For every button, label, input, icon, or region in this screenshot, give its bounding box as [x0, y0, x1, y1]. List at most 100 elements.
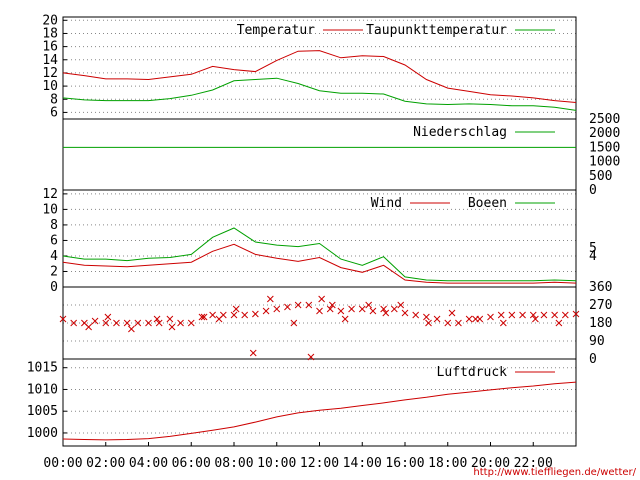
- x-mark-stroke: [198, 313, 206, 321]
- x-mark-stroke: [423, 313, 430, 321]
- x-mark-stroke: [519, 311, 526, 319]
- temp-series-0-line: [62, 50, 577, 103]
- x-mark-stroke: [382, 309, 390, 317]
- x-mark-stroke: [249, 349, 257, 357]
- x-mark-stroke: [305, 301, 313, 309]
- x-mark-stroke: [328, 301, 336, 309]
- x-mark-stroke: [555, 319, 563, 327]
- legend-label: Boeen: [468, 196, 507, 211]
- x-mark-stroke: [365, 301, 373, 309]
- x-mark-stroke: [318, 295, 325, 303]
- y-tick-label: 8: [50, 92, 58, 107]
- winddir-point: [200, 313, 208, 321]
- winddir-point: [397, 301, 405, 309]
- winddir-point: [358, 305, 366, 313]
- x-mark-stroke: [187, 319, 195, 327]
- source-url-link[interactable]: http://www.tiefflie­gen.de/wetter/: [473, 467, 636, 478]
- winddir-point: [465, 315, 473, 323]
- winddir-point: [382, 309, 390, 317]
- x-mark-stroke: [448, 309, 456, 317]
- x-mark-stroke: [252, 310, 259, 318]
- winddir-point: [540, 311, 548, 319]
- winddir-point: [365, 301, 373, 309]
- winddir-point: [433, 315, 441, 323]
- winddir-point: [113, 319, 120, 327]
- x-mark-stroke: [561, 311, 569, 319]
- x-mark-stroke: [215, 315, 223, 323]
- winddir-point: [497, 311, 505, 319]
- x-mark-stroke: [85, 323, 93, 331]
- x-mark-stroke: [390, 305, 398, 313]
- y2-tick-label: 2000: [589, 126, 620, 141]
- x-tick-label: 16:00: [385, 456, 424, 471]
- winddir-point: [561, 311, 569, 319]
- y-tick-label: 2: [50, 264, 58, 279]
- winddir-point: [104, 313, 112, 321]
- winddir-point: [532, 315, 539, 323]
- winddir-point: [369, 307, 377, 315]
- winddir-point: [348, 305, 355, 313]
- x-tick-label: 04:00: [129, 456, 168, 471]
- x-tick-label: 22:00: [514, 456, 553, 471]
- legend-label: Niederschlag: [413, 125, 507, 140]
- winddir-point: [519, 311, 526, 319]
- winddir-point: [168, 323, 176, 331]
- y-tick-label: 1010: [27, 382, 58, 397]
- winddir-point: [241, 311, 249, 319]
- winddir-point: [198, 313, 206, 321]
- x-mark-stroke: [499, 319, 507, 327]
- x-mark-stroke: [572, 310, 580, 318]
- x-mark-stroke: [341, 315, 349, 323]
- y-tick-label: 14: [42, 53, 58, 68]
- y-tick-label: 6: [50, 233, 58, 248]
- x-mark-stroke: [145, 319, 152, 327]
- x-mark-stroke: [102, 319, 110, 327]
- winddir-point: [326, 305, 334, 313]
- y-tick-label: 10: [42, 202, 58, 217]
- x-mark-stroke: [153, 315, 161, 323]
- winddir-point: [155, 319, 163, 327]
- x-mark-stroke: [358, 305, 366, 313]
- winddir-point: [448, 309, 456, 317]
- y-tick-label: 1005: [27, 404, 58, 419]
- wind-series-1-line: [62, 227, 577, 282]
- x-mark-stroke: [337, 307, 345, 315]
- x-mark-stroke: [455, 319, 462, 327]
- winddir-point: [230, 311, 238, 319]
- winddir-point: [472, 315, 479, 323]
- x-mark-stroke: [369, 307, 377, 315]
- y2-tick-label: 1000: [589, 155, 620, 170]
- winddir-point: [70, 319, 78, 327]
- x-mark-stroke: [209, 311, 216, 319]
- x-mark-stroke: [444, 319, 452, 327]
- y-tick-label: 20: [42, 13, 58, 28]
- winddir-point: [425, 319, 432, 327]
- x-mark-stroke: [433, 315, 441, 323]
- winddir-point: [316, 307, 323, 315]
- y-tick-label: 10: [42, 79, 58, 94]
- y-tick-label: 0: [50, 280, 58, 295]
- x-mark-stroke: [262, 307, 270, 315]
- x-tick-label: 20:00: [471, 456, 510, 471]
- winddir-point: [318, 295, 325, 303]
- winddir-point: [390, 305, 398, 313]
- x-mark-stroke: [91, 317, 99, 325]
- x-mark-stroke: [128, 325, 135, 333]
- temp-series-1-line: [62, 77, 577, 111]
- y-tick-label: 12: [42, 187, 58, 202]
- winddir-point: [328, 301, 336, 309]
- x-mark-stroke: [230, 311, 238, 319]
- x-mark-stroke: [397, 301, 405, 309]
- x-mark-stroke: [134, 319, 142, 327]
- winddir-point: [337, 307, 345, 315]
- x-mark-stroke: [532, 315, 539, 323]
- winddir-point: [423, 313, 430, 321]
- y2-tick-label: 500: [589, 169, 612, 184]
- x-mark-stroke: [70, 319, 78, 327]
- y-tick-label: 16: [42, 40, 58, 55]
- winddir-point: [487, 313, 494, 321]
- winddir-point: [284, 303, 291, 311]
- winddir-point: [128, 325, 135, 333]
- winddir-point: [508, 311, 516, 319]
- x-tick-label: 02:00: [86, 456, 125, 471]
